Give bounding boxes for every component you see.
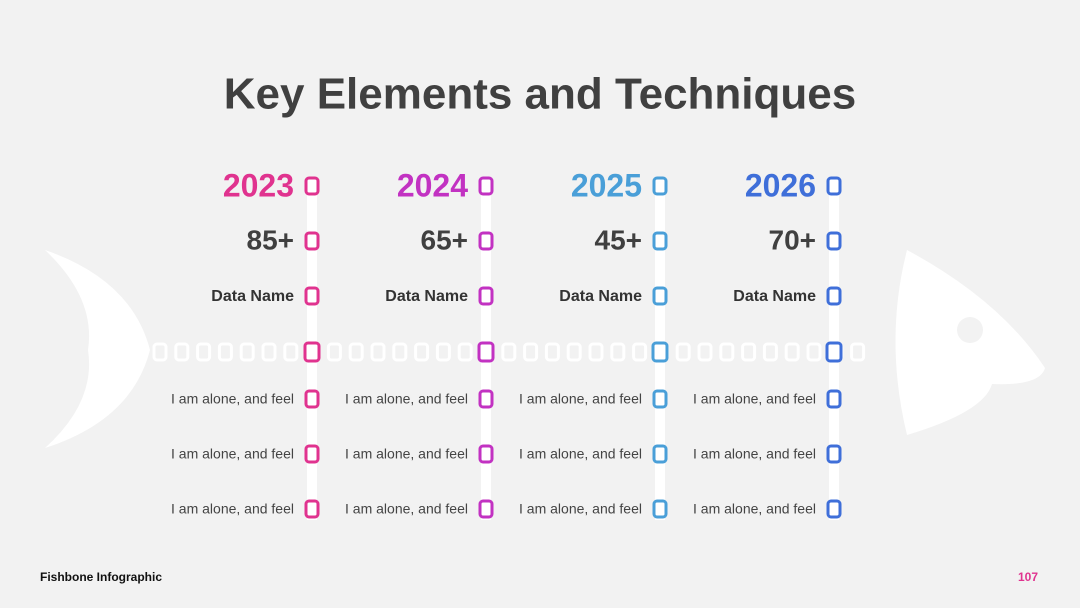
spine-link (435, 342, 451, 362)
item: I am alone, and feel (693, 391, 816, 407)
year: 2024 (397, 167, 468, 203)
node (826, 389, 842, 409)
node (478, 286, 494, 306)
node (304, 286, 320, 306)
spine-link (370, 342, 386, 362)
spine-link (697, 342, 713, 362)
node (477, 341, 495, 363)
spine-link (326, 342, 342, 362)
node (304, 231, 320, 251)
data-name: Data Name (385, 288, 468, 305)
spine-link (283, 342, 299, 362)
item: I am alone, and feel (171, 501, 294, 517)
page-number: 107 (1018, 570, 1038, 584)
node (826, 499, 842, 519)
node (825, 341, 843, 363)
spine-link (850, 342, 866, 362)
node (304, 389, 320, 409)
spine-link (784, 342, 800, 362)
item: I am alone, and feel (345, 501, 468, 517)
footer-label: Fishbone Infographic (40, 570, 162, 584)
value: 45+ (595, 224, 643, 255)
node (826, 176, 842, 196)
item: I am alone, and feel (345, 391, 468, 407)
node (304, 444, 320, 464)
item: I am alone, and feel (171, 391, 294, 407)
node (304, 176, 320, 196)
item: I am alone, and feel (519, 446, 642, 462)
spine-link (588, 342, 604, 362)
spine-link (523, 342, 539, 362)
node (303, 341, 321, 363)
spine-link (566, 342, 582, 362)
node (826, 231, 842, 251)
spine-link (174, 342, 190, 362)
node (478, 389, 494, 409)
spine-link (414, 342, 430, 362)
spine-link (675, 342, 691, 362)
value: 70+ (769, 224, 817, 255)
fish-eye (957, 317, 983, 343)
item: I am alone, and feel (171, 446, 294, 462)
value: 65+ (421, 224, 469, 255)
spine-link (239, 342, 255, 362)
node (652, 176, 668, 196)
node (478, 444, 494, 464)
spine-link (348, 342, 364, 362)
year: 2026 (745, 167, 816, 203)
item: I am alone, and feel (519, 501, 642, 517)
node (652, 444, 668, 464)
spine-link (501, 342, 517, 362)
spine-link (544, 342, 560, 362)
node (826, 444, 842, 464)
node (478, 176, 494, 196)
item: I am alone, and feel (693, 446, 816, 462)
spine-link (196, 342, 212, 362)
data-name: Data Name (733, 288, 816, 305)
node (652, 499, 668, 519)
spine-link (457, 342, 473, 362)
node (826, 286, 842, 306)
spine-link (152, 342, 168, 362)
spine-link (610, 342, 626, 362)
spine-link (632, 342, 648, 362)
spine-link (217, 342, 233, 362)
title: Key Elements and Techniques (224, 70, 856, 119)
data-name: Data Name (211, 288, 294, 305)
node (652, 231, 668, 251)
node (651, 341, 669, 363)
spine-link (762, 342, 778, 362)
spine-link (392, 342, 408, 362)
year: 2025 (571, 167, 642, 203)
item: I am alone, and feel (345, 446, 468, 462)
node (478, 231, 494, 251)
value: 85+ (247, 224, 295, 255)
spine-link (719, 342, 735, 362)
node (652, 389, 668, 409)
data-name: Data Name (559, 288, 642, 305)
item: I am alone, and feel (693, 501, 816, 517)
spine-link (261, 342, 277, 362)
node (478, 499, 494, 519)
item: I am alone, and feel (519, 391, 642, 407)
fish-tail (45, 250, 150, 448)
year: 2023 (223, 167, 294, 203)
spine-link (806, 342, 822, 362)
node (304, 499, 320, 519)
spine-link (741, 342, 757, 362)
node (652, 286, 668, 306)
